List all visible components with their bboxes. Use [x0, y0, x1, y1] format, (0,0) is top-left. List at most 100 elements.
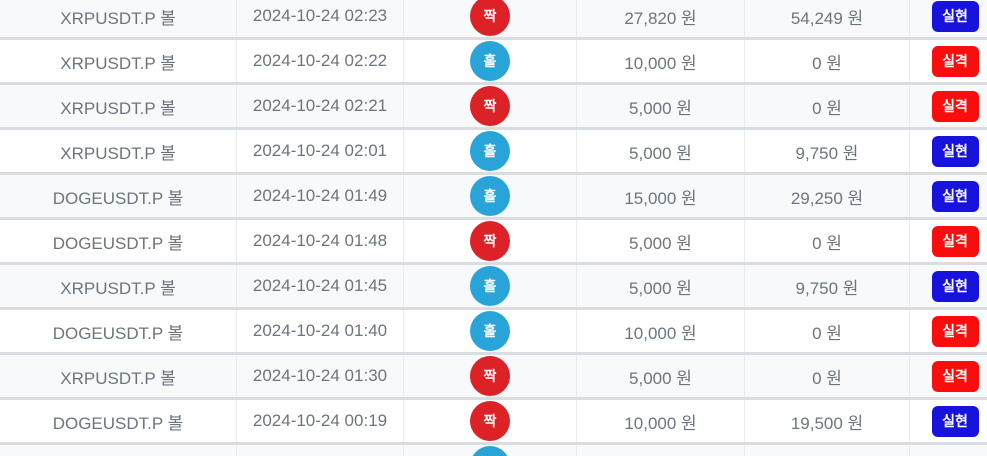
- datetime-cell: 2024-10-24 01:48: [237, 220, 404, 262]
- result-button[interactable]: 실현: [931, 180, 979, 212]
- symbol-cell: XRPUSDT.P 볼: [0, 130, 237, 172]
- symbol-cell: [0, 445, 237, 456]
- datetime-cell: 2024-10-24 02:23: [237, 0, 404, 37]
- datetime-cell: 2024-10-24 01:30: [237, 355, 404, 397]
- result-button[interactable]: 실현: [931, 270, 979, 302]
- result-cell: 실격: [910, 355, 987, 397]
- bet-amount-cell: 5,000 원: [577, 85, 745, 127]
- pick-cell: 짝: [404, 85, 577, 127]
- symbol-cell: XRPUSDT.P 볼: [0, 355, 237, 397]
- pick-cell: 홀: [404, 130, 577, 172]
- bet-amount-cell: 5,000 원: [577, 130, 745, 172]
- pick-cell: 홀: [404, 40, 577, 82]
- result-cell: 실현: [910, 265, 987, 307]
- bet-amount-cell: 10,000 원: [577, 400, 745, 442]
- payout-amount-cell: 9,750 원: [745, 265, 910, 307]
- datetime-cell: 2024-10-24 02:01: [237, 130, 404, 172]
- result-cell: 실현: [910, 0, 987, 37]
- result-button[interactable]: 실격: [931, 45, 979, 77]
- datetime-cell: 2024-10-24 02:22: [237, 40, 404, 82]
- bet-amount-cell: [577, 445, 745, 456]
- result-button[interactable]: 실현: [931, 0, 979, 32]
- result-button[interactable]: 실격: [931, 360, 979, 392]
- bet-amount-cell: 10,000 원: [577, 40, 745, 82]
- result-button[interactable]: 실현: [931, 135, 979, 167]
- payout-amount-cell: 0 원: [745, 220, 910, 262]
- pick-badge: 짝: [470, 0, 510, 36]
- bet-amount-cell: 10,000 원: [577, 310, 745, 352]
- table-row: [0, 445, 987, 456]
- result-button[interactable]: 실격: [931, 90, 979, 122]
- datetime-cell: 2024-10-24 01:45: [237, 265, 404, 307]
- table-row: XRPUSDT.P 볼 2024-10-24 01:45 홀 5,000 원 9…: [0, 265, 987, 310]
- table-row: DOGEUSDT.P 볼 2024-10-24 01:49 홀 15,000 원…: [0, 175, 987, 220]
- pick-cell: 홀: [404, 175, 577, 217]
- pick-cell: 짝: [404, 0, 577, 37]
- table-row: XRPUSDT.P 볼 2024-10-24 02:23 짝 27,820 원 …: [0, 0, 987, 40]
- payout-amount-cell: 9,750 원: [745, 130, 910, 172]
- payout-amount-cell: [745, 445, 910, 456]
- table-row: XRPUSDT.P 볼 2024-10-24 02:01 홀 5,000 원 9…: [0, 130, 987, 175]
- pick-cell: 홀: [404, 265, 577, 307]
- pick-badge: 홀: [470, 176, 510, 216]
- datetime-cell: 2024-10-24 00:19: [237, 400, 404, 442]
- result-cell: 실현: [910, 400, 987, 442]
- payout-amount-cell: 0 원: [745, 40, 910, 82]
- result-cell: 실격: [910, 310, 987, 352]
- datetime-cell: 2024-10-24 01:49: [237, 175, 404, 217]
- payout-amount-cell: 54,249 원: [745, 0, 910, 37]
- table-row: DOGEUSDT.P 볼 2024-10-24 00:19 짝 10,000 원…: [0, 400, 987, 445]
- pick-cell: [404, 445, 577, 456]
- result-cell: 실격: [910, 220, 987, 262]
- pick-cell: 홀: [404, 310, 577, 352]
- payout-amount-cell: 29,250 원: [745, 175, 910, 217]
- result-cell: 실현: [910, 130, 987, 172]
- pick-badge: 홀: [470, 131, 510, 171]
- symbol-cell: XRPUSDT.P 볼: [0, 0, 237, 37]
- pick-badge: 짝: [470, 86, 510, 126]
- symbol-cell: XRPUSDT.P 볼: [0, 85, 237, 127]
- pick-badge: 홀: [470, 311, 510, 351]
- pick-cell: 짝: [404, 220, 577, 262]
- result-button[interactable]: 실격: [931, 225, 979, 257]
- datetime-cell: 2024-10-24 01:40: [237, 310, 404, 352]
- symbol-cell: DOGEUSDT.P 볼: [0, 220, 237, 262]
- payout-amount-cell: 0 원: [745, 310, 910, 352]
- datetime-cell: 2024-10-24 02:21: [237, 85, 404, 127]
- pick-badge: 짝: [470, 221, 510, 261]
- pick-badge: 짝: [470, 356, 510, 396]
- result-cell: 실격: [910, 40, 987, 82]
- pick-cell: 짝: [404, 355, 577, 397]
- symbol-cell: XRPUSDT.P 볼: [0, 265, 237, 307]
- bet-amount-cell: 5,000 원: [577, 265, 745, 307]
- pick-badge: 홀: [470, 41, 510, 81]
- result-button[interactable]: 실격: [931, 315, 979, 347]
- symbol-cell: DOGEUSDT.P 볼: [0, 310, 237, 352]
- pick-badge: 짝: [470, 401, 510, 441]
- table-row: XRPUSDT.P 볼 2024-10-24 02:21 짝 5,000 원 0…: [0, 85, 987, 130]
- result-cell: 실현: [910, 175, 987, 217]
- symbol-cell: DOGEUSDT.P 볼: [0, 175, 237, 217]
- pick-cell: 짝: [404, 400, 577, 442]
- datetime-cell: [237, 445, 404, 456]
- bet-amount-cell: 5,000 원: [577, 355, 745, 397]
- payout-amount-cell: 0 원: [745, 85, 910, 127]
- result-button[interactable]: 실현: [931, 405, 979, 437]
- table-row: DOGEUSDT.P 볼 2024-10-24 01:40 홀 10,000 원…: [0, 310, 987, 355]
- table-row: XRPUSDT.P 볼 2024-10-24 02:22 홀 10,000 원 …: [0, 40, 987, 85]
- bet-amount-cell: 27,820 원: [577, 0, 745, 37]
- bet-amount-cell: 15,000 원: [577, 175, 745, 217]
- table-row: XRPUSDT.P 볼 2024-10-24 01:30 짝 5,000 원 0…: [0, 355, 987, 400]
- result-cell: [910, 445, 987, 456]
- payout-amount-cell: 19,500 원: [745, 400, 910, 442]
- bet-amount-cell: 5,000 원: [577, 220, 745, 262]
- symbol-cell: XRPUSDT.P 볼: [0, 40, 237, 82]
- result-cell: 실격: [910, 85, 987, 127]
- symbol-cell: DOGEUSDT.P 볼: [0, 400, 237, 442]
- pick-badge: [470, 446, 510, 456]
- payout-amount-cell: 0 원: [745, 355, 910, 397]
- table-row: DOGEUSDT.P 볼 2024-10-24 01:48 짝 5,000 원 …: [0, 220, 987, 265]
- pick-badge: 홀: [470, 266, 510, 306]
